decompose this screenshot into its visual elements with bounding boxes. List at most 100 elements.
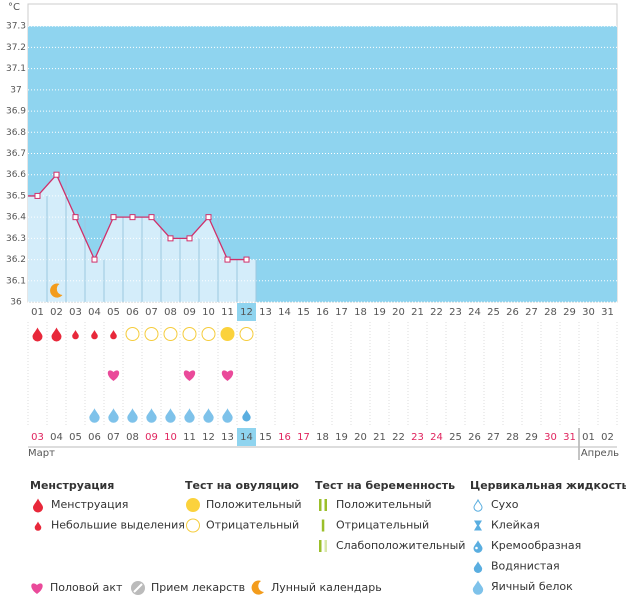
y-tick-label: 36.2 (6, 255, 26, 265)
lunar-mark (50, 283, 63, 298)
highlight (237, 428, 256, 446)
day-label: 24 (468, 307, 481, 318)
day-label: 02 (50, 307, 63, 318)
y-tick-label: 36.3 (6, 234, 26, 244)
moon (251, 580, 264, 595)
dot (475, 546, 478, 550)
temperature-point (34, 192, 41, 199)
legend-label: Небольшие выделения (51, 519, 185, 532)
day-label: 09 (183, 307, 196, 318)
cervical_fluid-mark (203, 408, 214, 423)
legend-icon (473, 561, 483, 573)
drop (127, 408, 138, 423)
day-label: 21 (411, 307, 424, 318)
drop (473, 540, 483, 553)
drop (72, 330, 79, 340)
day-label: 29 (563, 307, 576, 318)
temperature-point (243, 256, 250, 263)
cervical_fluid-mark (89, 408, 100, 423)
drop (184, 408, 195, 423)
day-label: 05 (107, 307, 120, 318)
drop (108, 408, 119, 423)
day-label: 14 (278, 307, 291, 318)
ovulation_test-mark (220, 327, 235, 341)
menstruation-mark (32, 327, 43, 342)
date-label: 28 (506, 432, 519, 443)
day-label: 07 (145, 307, 158, 318)
legend-label: Положительный (336, 498, 432, 511)
legend-icon (251, 580, 264, 595)
date-label: 06 (88, 432, 101, 443)
date-label: 15 (259, 432, 272, 443)
temperature-point (148, 214, 155, 221)
circle (186, 498, 200, 512)
legend-label: Отрицательный (336, 519, 429, 532)
legend-icon (33, 498, 43, 513)
legend-label: Кремообразная (491, 539, 581, 552)
drop (146, 408, 157, 423)
drop (34, 521, 42, 531)
day-label: 27 (525, 307, 538, 318)
date-label: 07 (107, 432, 120, 443)
date-label: 02 (601, 432, 614, 443)
menstruation-mark (91, 330, 98, 340)
y-tick-label: 36 (10, 298, 22, 308)
date-label: 17 (297, 432, 310, 443)
circle (186, 518, 200, 533)
day-label: 19 (373, 307, 386, 318)
day-label: 01 (31, 307, 44, 318)
date-label: 21 (373, 432, 386, 443)
bar (319, 499, 322, 511)
drop (222, 408, 233, 423)
day-label: 08 (164, 307, 177, 318)
ovulation_test-mark (182, 327, 197, 341)
day-label: 30 (582, 307, 595, 318)
temperature-point (91, 256, 98, 263)
date-label: 08 (126, 432, 139, 443)
date-label: 05 (69, 432, 82, 443)
date-label: 12 (202, 432, 215, 443)
ovulation_test-mark (163, 327, 178, 341)
drop (165, 408, 176, 423)
day-label: 16 (316, 307, 329, 318)
day-label: 03 (69, 307, 82, 318)
day-label: 04 (88, 307, 101, 318)
drop (472, 580, 484, 595)
ovulation_test-mark (201, 327, 216, 341)
legend-icon (186, 518, 200, 533)
date-label: 26 (468, 432, 481, 443)
day-label: 06 (126, 307, 139, 318)
date-label: 13 (221, 432, 234, 443)
intercourse-mark (183, 370, 196, 381)
bar (319, 540, 322, 552)
drop (203, 408, 214, 423)
heart (183, 370, 196, 381)
date-label: 10 (164, 432, 177, 443)
intercourse-mark (221, 370, 234, 381)
moon (50, 283, 63, 298)
y-tick-label: 36.4 (6, 213, 26, 223)
ovulation_test-mark (239, 327, 254, 341)
date-label: 24 (430, 432, 443, 443)
temperature-point (110, 214, 117, 221)
circle (201, 327, 216, 341)
day-label: 11 (221, 307, 234, 318)
cervical_fluid-mark (165, 408, 176, 423)
y-tick-label: 37 (10, 85, 21, 95)
drop (91, 330, 98, 340)
date-label: 23 (411, 432, 424, 443)
y-tick-label: 37.3 (6, 22, 26, 32)
temperature-point (72, 214, 79, 221)
day-label: 15 (297, 307, 310, 318)
date-label: 09 (145, 432, 158, 443)
drop (473, 561, 483, 573)
legend-icon (474, 520, 482, 531)
y-tick-label: 36.9 (6, 107, 26, 117)
legend-icon (34, 521, 42, 531)
cervical_fluid-mark (108, 408, 119, 423)
legend-icon (186, 498, 200, 512)
day-label: 22 (430, 307, 443, 318)
bar (324, 540, 327, 552)
date-label: 20 (354, 432, 367, 443)
